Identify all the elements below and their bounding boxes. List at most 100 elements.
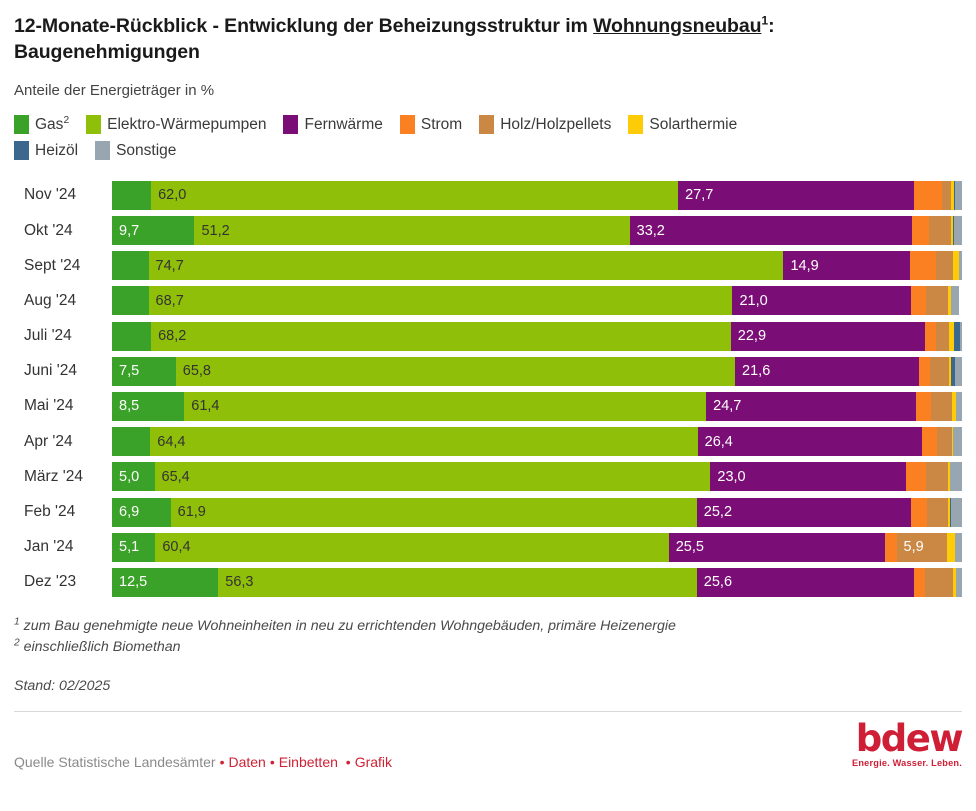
bar-segment-heizoel[interactable] xyxy=(953,216,955,246)
link-grafik[interactable]: Grafik xyxy=(354,753,393,770)
bar-segment-holz-holzpellets[interactable] xyxy=(929,356,950,386)
bar-segment-gas[interactable] xyxy=(112,286,149,316)
legend-item-elektro-waermepumpen[interactable]: Elektro-Wärmepumpen xyxy=(86,114,266,134)
legend-item-gas[interactable]: Gas2 xyxy=(14,115,69,134)
bar-segment-sonstige[interactable] xyxy=(955,532,962,562)
bar-segment-strom[interactable] xyxy=(922,427,938,457)
bar-segment-heizoel[interactable] xyxy=(950,356,956,386)
bar-segment-holz-holzpellets[interactable] xyxy=(935,321,950,351)
bar-segment-holz-holzpellets[interactable]: 5,9 xyxy=(896,532,947,562)
bar-segment-fernwaerme[interactable]: 25,2 xyxy=(696,497,911,527)
bar-segment-holz-holzpellets[interactable] xyxy=(942,180,951,210)
bar-segment-fernwaerme[interactable]: 26,4 xyxy=(697,427,923,457)
bar-segment-elektro-waermepumpen[interactable]: 61,4 xyxy=(184,391,707,421)
bar-segment-sonstige[interactable] xyxy=(959,251,962,281)
bar-segment-heizoel[interactable] xyxy=(954,180,956,210)
bar-segment-solarthermie[interactable] xyxy=(951,427,954,457)
legend-item-strom[interactable]: Strom xyxy=(399,114,462,134)
bar-segment-elektro-waermepumpen[interactable]: 60,4 xyxy=(155,532,669,562)
bar-segment-gas[interactable] xyxy=(112,427,151,457)
bar-segment-fernwaerme[interactable]: 24,7 xyxy=(706,391,917,421)
bar-segment-elektro-waermepumpen[interactable]: 65,8 xyxy=(175,356,736,386)
bar-segment-sonstige[interactable] xyxy=(960,321,962,351)
bdew-logo[interactable]: bdew Energie. Wasser. Leben. xyxy=(852,719,963,770)
bar-segment-solarthermie[interactable] xyxy=(950,216,954,246)
bar-segment-strom[interactable] xyxy=(913,180,943,210)
link-daten[interactable]: Daten xyxy=(228,753,266,770)
legend-item-solarthermie[interactable]: Solarthermie xyxy=(628,114,737,134)
bar-segment-solarthermie[interactable] xyxy=(948,462,951,492)
bar-segment-gas[interactable] xyxy=(112,180,152,210)
bar-segment-heizoel[interactable] xyxy=(950,497,951,527)
bar-segment-sonstige[interactable] xyxy=(950,497,962,527)
bar-segment-fernwaerme[interactable]: 14,9 xyxy=(783,251,911,281)
bar-segment-elektro-waermepumpen[interactable]: 61,9 xyxy=(170,497,697,527)
bar-segment-sonstige[interactable] xyxy=(950,462,962,492)
bar-segment-elektro-waermepumpen[interactable]: 64,4 xyxy=(150,427,698,457)
bar-segment-sonstige[interactable] xyxy=(956,567,962,597)
bar-segment-strom[interactable] xyxy=(910,251,937,281)
bar-segment-strom[interactable] xyxy=(918,356,930,386)
bar-segment-holz-holzpellets[interactable] xyxy=(927,497,949,527)
bar-segment-sonstige[interactable] xyxy=(955,180,962,210)
bar-segment-elektro-waermepumpen[interactable]: 74,7 xyxy=(148,251,784,281)
bar-segment-sonstige[interactable] xyxy=(956,391,962,421)
bar-segment-solarthermie[interactable] xyxy=(952,567,957,597)
bar-segment-strom[interactable] xyxy=(925,321,936,351)
bar-segment-elektro-waermepumpen[interactable]: 56,3 xyxy=(218,567,697,597)
bar-segment-gas[interactable]: 9,7 xyxy=(112,216,195,246)
legend-item-heizoel[interactable]: Heizöl xyxy=(14,140,78,160)
bar-segment-fernwaerme[interactable]: 25,6 xyxy=(696,567,915,597)
bar-segment-holz-holzpellets[interactable] xyxy=(931,391,952,421)
bar-segment-solarthermie[interactable] xyxy=(952,251,960,281)
legend-item-holz-holzpellets[interactable]: Holz/Holzpellets xyxy=(479,114,611,134)
bar-segment-elektro-waermepumpen[interactable]: 68,7 xyxy=(148,286,733,316)
bar-segment-holz-holzpellets[interactable] xyxy=(936,251,953,281)
bar-segment-elektro-waermepumpen[interactable]: 51,2 xyxy=(194,216,630,246)
bar-segment-strom[interactable] xyxy=(916,391,932,421)
bar-segment-elektro-waermepumpen[interactable]: 62,0 xyxy=(151,180,679,210)
bar-segment-solarthermie[interactable] xyxy=(951,391,957,421)
bar-segment-strom[interactable] xyxy=(910,286,927,316)
bar-segment-sonstige[interactable] xyxy=(953,427,962,457)
bar-segment-solarthermie[interactable] xyxy=(949,356,951,386)
bar-segment-gas[interactable]: 5,1 xyxy=(112,532,156,562)
bar-segment-holz-holzpellets[interactable] xyxy=(926,462,949,492)
bar-segment-sonstige[interactable] xyxy=(955,356,962,386)
bar-segment-strom[interactable] xyxy=(911,216,929,246)
bar-segment-gas[interactable] xyxy=(112,251,149,281)
bar-segment-solarthermie[interactable] xyxy=(946,532,956,562)
link-einbetten[interactable]: Einbetten xyxy=(278,753,338,770)
bar-segment-gas[interactable]: 6,9 xyxy=(112,497,171,527)
bar-segment-fernwaerme[interactable]: 27,7 xyxy=(678,180,914,210)
bar-segment-fernwaerme[interactable]: 21,0 xyxy=(732,286,911,316)
bar-segment-holz-holzpellets[interactable] xyxy=(937,427,952,457)
bar-segment-heizoel[interactable] xyxy=(954,321,961,351)
legend-item-fernwaerme[interactable]: Fernwärme xyxy=(283,114,383,134)
bar-segment-holz-holzpellets[interactable] xyxy=(928,216,951,246)
bar-segment-fernwaerme[interactable]: 25,5 xyxy=(668,532,886,562)
bar-segment-gas[interactable]: 5,0 xyxy=(112,462,155,492)
bar-segment-strom[interactable] xyxy=(905,462,927,492)
bar-segment-solarthermie[interactable] xyxy=(950,180,955,210)
bar-segment-sonstige[interactable] xyxy=(950,286,959,316)
bar-segment-sonstige[interactable] xyxy=(954,216,962,246)
bar-segment-elektro-waermepumpen[interactable]: 65,4 xyxy=(154,462,711,492)
bar-segment-strom[interactable] xyxy=(910,497,928,527)
legend-item-sonstige[interactable]: Sonstige xyxy=(95,140,176,160)
bar-segment-strom[interactable] xyxy=(885,532,897,562)
bar-segment-fernwaerme[interactable]: 21,6 xyxy=(735,356,919,386)
bar-segment-solarthermie[interactable] xyxy=(948,286,951,316)
bar-segment-gas[interactable]: 7,5 xyxy=(112,356,176,386)
bar-segment-gas[interactable] xyxy=(112,321,152,351)
bar-segment-fernwaerme[interactable]: 22,9 xyxy=(730,321,926,351)
bar-segment-solarthermie[interactable] xyxy=(949,321,955,351)
bar-segment-fernwaerme[interactable]: 23,0 xyxy=(710,462,906,492)
bar-segment-solarthermie[interactable] xyxy=(948,497,951,527)
bar-segment-elektro-waermepumpen[interactable]: 68,2 xyxy=(151,321,731,351)
bar-segment-holz-holzpellets[interactable] xyxy=(925,567,953,597)
bar-segment-gas[interactable]: 12,5 xyxy=(112,567,219,597)
bar-segment-gas[interactable]: 8,5 xyxy=(112,391,185,421)
bar-segment-fernwaerme[interactable]: 33,2 xyxy=(629,216,912,246)
bar-segment-strom[interactable] xyxy=(914,567,926,597)
